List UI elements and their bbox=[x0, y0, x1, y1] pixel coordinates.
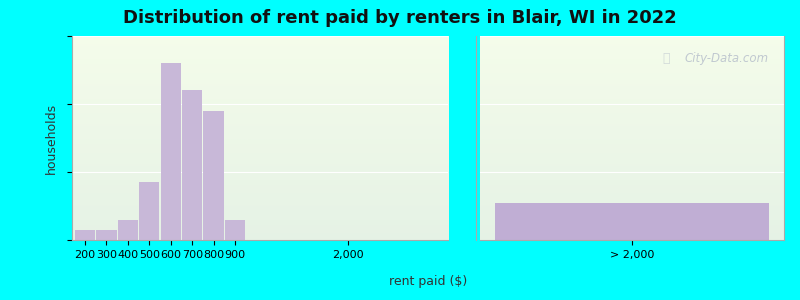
Bar bbox=[203, 111, 224, 240]
Bar bbox=[182, 90, 202, 240]
Text: City-Data.com: City-Data.com bbox=[685, 52, 769, 65]
Text: Distribution of rent paid by renters in Blair, WI in 2022: Distribution of rent paid by renters in … bbox=[123, 9, 677, 27]
Bar bbox=[96, 230, 117, 240]
Bar bbox=[118, 220, 138, 240]
Bar bbox=[161, 63, 181, 240]
Y-axis label: households: households bbox=[45, 102, 58, 174]
Bar bbox=[139, 182, 159, 240]
Bar bbox=[495, 202, 769, 240]
Text: rent paid ($): rent paid ($) bbox=[389, 275, 467, 288]
Bar bbox=[225, 220, 246, 240]
Bar bbox=[74, 230, 95, 240]
Text: 🔍: 🔍 bbox=[662, 52, 670, 65]
